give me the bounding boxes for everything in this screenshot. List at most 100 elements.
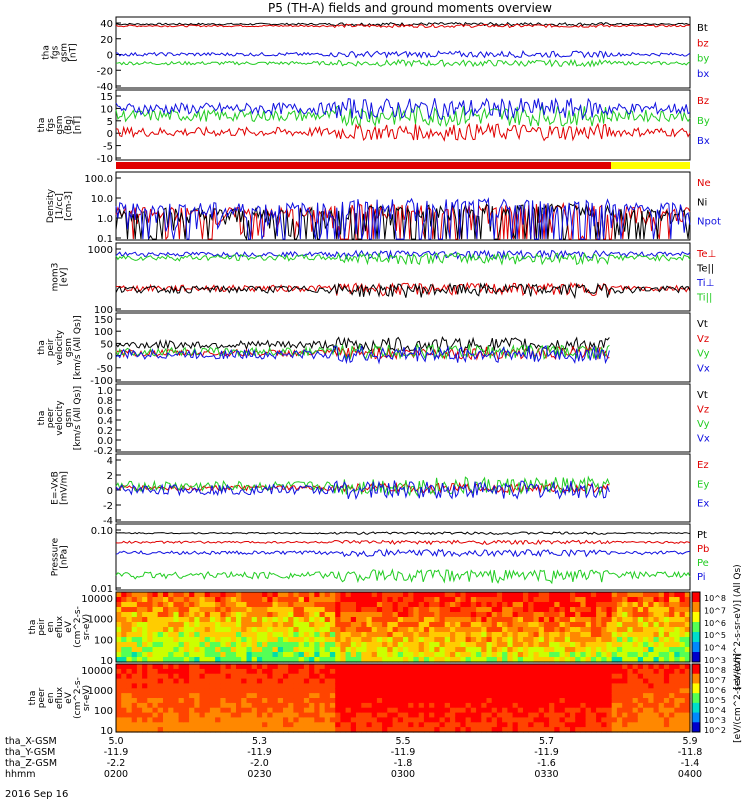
heatmap-cell [251,664,258,670]
heatmap-cell [418,702,425,709]
heatmap-cell [403,647,409,653]
heatmap-cell [507,727,514,733]
heatmap-cell [267,607,274,613]
legend-item: Vt [697,319,708,330]
heatmap-cell [575,698,581,704]
heatmap-cell [496,698,503,704]
heatmap-cell [496,683,503,689]
heatmap-cell [465,612,472,618]
heatmap-cell [632,727,639,733]
heatmap-cell [262,678,268,685]
heatmap-cell [350,622,357,628]
heatmap-cell [460,642,467,648]
panel-frame [115,242,691,312]
heatmap-cell [538,642,545,648]
heatmap-cell [246,592,253,598]
heatmap-cell [408,712,414,719]
heatmap-cell [147,612,154,618]
heatmap-cell [627,698,634,704]
heatmap-cell [679,707,686,714]
heatmap-cell [643,617,649,623]
heatmap-cell [314,664,321,670]
heatmap-cell [423,678,430,685]
heatmap-cell [387,637,394,643]
heatmap-cell [303,602,310,608]
heatmap-cell [663,683,670,689]
heatmap-cell [444,612,451,618]
y-axis-label: [nPa] [60,545,70,568]
heatmap-cell [512,622,519,628]
heatmap-cell [168,647,174,653]
heatmap-cell [486,647,493,653]
heatmap-cell [142,597,148,603]
heatmap-cell [590,647,597,653]
heatmap-cell [559,673,566,680]
heatmap-cell [596,637,602,643]
heatmap-cell [324,632,331,638]
heatmap-cell [152,597,159,603]
heatmap-cell [392,627,399,633]
heatmap-cell [637,668,644,675]
heatmap-cell [387,617,394,623]
heatmap-cell [549,632,555,638]
heatmap-cell [361,712,368,719]
heatmap-cell [496,617,503,623]
heatmap-cell [486,712,493,719]
heatmap-cell [314,712,321,719]
heatmap-cell [585,632,592,638]
heatmap-cell [116,693,122,699]
heatmap-cell [663,617,670,623]
heatmap-cell [251,702,258,709]
series-line-Bz [115,122,691,142]
heatmap-cell [246,673,253,680]
heatmap-cell [314,592,321,598]
heatmap-cell [533,702,540,709]
heatmap-cell [356,673,362,680]
series-line-Pb [115,539,691,546]
colorbar-step [692,602,700,613]
heatmap-cell [163,688,169,694]
heatmap-cell [157,727,164,733]
heatmap-cell [460,712,467,719]
heatmap-cell [684,683,691,689]
heatmap-cell [126,688,133,694]
heatmap-cell [314,647,321,653]
heatmap-cell [230,668,237,675]
heatmap-cell [496,664,503,670]
heatmap-cell [643,727,649,733]
heatmap-cell [361,683,368,689]
heatmap-cell [648,627,655,633]
heatmap-cell [538,627,545,633]
heatmap-cell [643,698,649,704]
heatmap-cell [663,698,670,704]
heatmap-cell [303,683,310,689]
heatmap-cell [517,617,524,623]
heatmap-cell [303,702,310,709]
heatmap-cell [267,627,274,633]
heatmap-cell [418,722,425,728]
legend-item: Te|| [696,264,714,275]
heatmap-cell [491,657,498,663]
y-tick-label: 0.2 [97,426,113,437]
heatmap-cell [496,607,503,613]
heatmap-cell [585,717,592,723]
heatmap-cell [277,637,284,643]
heatmap-cell [528,612,534,618]
heatmap-cell [225,637,232,643]
y-tick-label: 100 [94,706,113,717]
heatmap-cell [168,688,174,694]
heatmap-cell [596,673,602,680]
heatmap-cell [314,698,321,704]
heatmap-cell [528,637,534,643]
heatmap-cell [517,597,524,603]
heatmap-cell [523,617,529,623]
heatmap-cell [392,683,399,689]
heatmap-cell [523,627,529,633]
heatmap-cell [262,722,268,728]
heatmap-cell [596,632,602,638]
heatmap-cell [126,597,133,603]
heatmap-cell [199,612,206,618]
heatmap-cell [559,668,566,675]
